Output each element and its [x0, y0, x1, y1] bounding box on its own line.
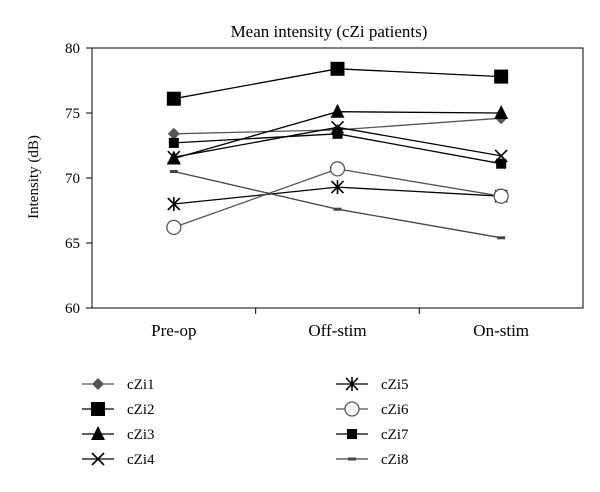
legend-marker	[91, 426, 105, 440]
legend-label: cZi2	[127, 402, 155, 418]
data-point-cZi8	[333, 207, 342, 211]
data-point-cZi3	[330, 103, 345, 118]
legend-item-cZi6: cZi6	[336, 401, 409, 418]
y-tick-label: 60	[65, 301, 80, 317]
data-point-cZi2	[166, 91, 181, 106]
legend-label: cZi3	[127, 427, 155, 443]
y-tick-label: 65	[65, 236, 80, 252]
legend-marker	[348, 457, 356, 461]
data-point-cZi2	[494, 69, 509, 84]
data-point-cZi8	[497, 236, 506, 240]
axes: 60 65 70 75 80 Pre-op Off-stim On-stim	[65, 41, 584, 340]
legend-item-cZi4: cZi4	[82, 452, 155, 468]
data-point-cZi7	[332, 128, 343, 139]
legend-label: cZi5	[381, 377, 409, 393]
legend-item-cZi1: cZi1	[82, 377, 155, 393]
x-tick-label: On-stim	[473, 321, 529, 340]
legend-label: cZi7	[381, 427, 409, 443]
legend-label: cZi8	[381, 452, 409, 468]
series-group	[166, 61, 509, 240]
data-point-cZi3	[494, 105, 509, 119]
data-point-cZi7	[168, 137, 179, 148]
data-point-cZi6	[493, 188, 509, 204]
legend-marker	[347, 429, 357, 439]
data-point-cZi2	[330, 61, 345, 76]
data-point-cZi5	[167, 197, 181, 211]
legend-marker	[91, 402, 105, 416]
y-axis-label: Intensity (dB)	[26, 135, 42, 219]
legend-item-cZi2: cZi2	[82, 402, 155, 418]
legend-item-cZi5: cZi5	[336, 377, 409, 393]
data-point-cZi5	[330, 180, 345, 195]
plot-frame	[91, 47, 584, 309]
legend-item-cZi3: cZi3	[82, 426, 155, 443]
legend-item-cZi7: cZi7	[336, 427, 409, 443]
legend-label: cZi1	[127, 377, 155, 393]
legend-label: cZi6	[381, 402, 409, 418]
legend-marker	[345, 377, 359, 391]
x-tick-label: Pre-op	[151, 321, 196, 340]
legend-item-cZi8: cZi8	[336, 452, 409, 468]
chart-title: Mean intensity (cZi patients)	[231, 22, 428, 41]
legend-marker	[344, 401, 360, 417]
data-point-cZi8	[169, 170, 178, 173]
y-tick-label: 75	[65, 106, 80, 122]
data-point-cZi1	[167, 127, 180, 140]
x-tick-label: Off-stim	[308, 321, 366, 340]
series-line-cZi6	[173, 168, 502, 229]
legend-marker	[92, 378, 104, 390]
legend: cZi1 cZi2 cZi3 cZi4 cZi5 cZi6 cZi7 cZi8	[82, 377, 409, 468]
data-point-cZi7	[496, 158, 507, 169]
legend-marker	[91, 452, 105, 466]
y-tick-label: 70	[65, 171, 80, 187]
data-point-cZi4	[167, 150, 181, 164]
data-point-cZi6	[329, 161, 346, 177]
legend-label: cZi4	[127, 452, 155, 468]
y-tick-label: 80	[65, 41, 80, 57]
data-point-cZi6	[166, 219, 182, 236]
